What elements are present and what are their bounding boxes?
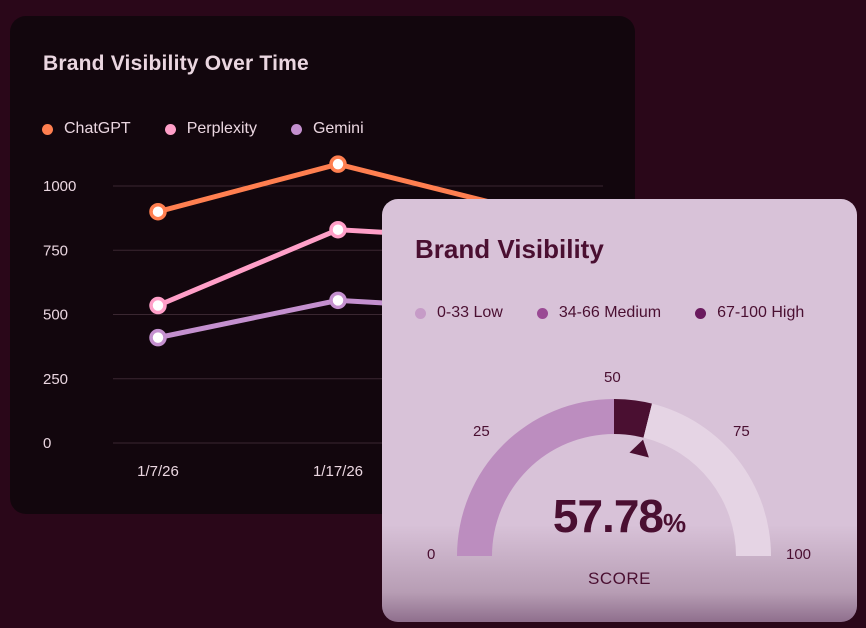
gauge-tick-25: 25 [473, 423, 490, 440]
data-point-perplexity[interactable] [329, 220, 347, 239]
gauge-legend: 0-33 Low 34-66 Medium 67-100 High [415, 304, 838, 322]
legend-item-gemini[interactable]: Gemini [290, 120, 364, 138]
legend-dot-gemini [290, 123, 302, 135]
gauge-tick-0: 0 [427, 546, 436, 563]
x-tick-label: 1/17/26 [313, 463, 363, 480]
legend-dot-medium [536, 307, 548, 319]
gauge-dial [457, 399, 771, 556]
y-tick-label: 500 [43, 307, 68, 324]
legend-label-low: 0-33 Low [437, 304, 503, 321]
legend-item-chatgpt[interactable]: ChatGPT [42, 120, 131, 138]
x-tick-label: 1/7/26 [137, 463, 179, 480]
legend-item-low: 0-33 Low [415, 304, 503, 322]
legend-item-medium: 34-66 Medium [536, 304, 662, 322]
legend-label-perplexity: Perplexity [186, 120, 257, 137]
gauge-tick-75: 75 [733, 423, 750, 440]
legend-label-high: 67-100 High [717, 304, 805, 321]
gauge-tick-50: 50 [604, 369, 621, 386]
y-tick-label: 0 [43, 435, 51, 452]
y-tick-label: 1000 [43, 178, 76, 195]
gauge-title: Brand Visibility [415, 234, 604, 264]
legend-dot-high [695, 307, 707, 319]
legend-dot-chatgpt [42, 123, 53, 135]
y-tick-label: 250 [43, 371, 68, 388]
line-chart-legend: ChatGPT Perplexity Gemini [42, 120, 398, 138]
legend-dot-perplexity [164, 123, 176, 135]
data-point-perplexity[interactable] [149, 296, 167, 315]
line-chart-title: Brand Visibility Over Time [43, 52, 309, 75]
data-point-gemini[interactable] [329, 291, 347, 310]
legend-label-gemini: Gemini [312, 120, 364, 137]
gauge-pointer-icon [629, 439, 649, 458]
score-value: 57.78% [382, 489, 857, 543]
y-tick-label: 750 [43, 242, 68, 259]
legend-label-chatgpt: ChatGPT [64, 120, 131, 137]
data-point-chatgpt[interactable] [149, 202, 167, 221]
legend-item-high: 67-100 High [695, 304, 804, 322]
gauge-arc-remaining [643, 403, 771, 556]
legend-item-perplexity[interactable]: Perplexity [164, 120, 257, 138]
data-point-chatgpt[interactable] [329, 155, 347, 173]
legend-label-medium: 34-66 Medium [558, 304, 662, 321]
legend-dot-low [415, 307, 426, 319]
score-unit: % [663, 508, 687, 538]
gauge-tick-100: 100 [786, 546, 812, 563]
gauge-arc-filled [457, 399, 614, 556]
score-label: SCORE [588, 569, 651, 588]
data-point-gemini[interactable] [149, 328, 167, 347]
gauge-arc-current [614, 399, 652, 438]
brand-visibility-gauge-card: Brand Visibility 0-33 Low 34-66 Medium 6… [382, 199, 857, 622]
score-number: 57.78 [552, 490, 664, 542]
